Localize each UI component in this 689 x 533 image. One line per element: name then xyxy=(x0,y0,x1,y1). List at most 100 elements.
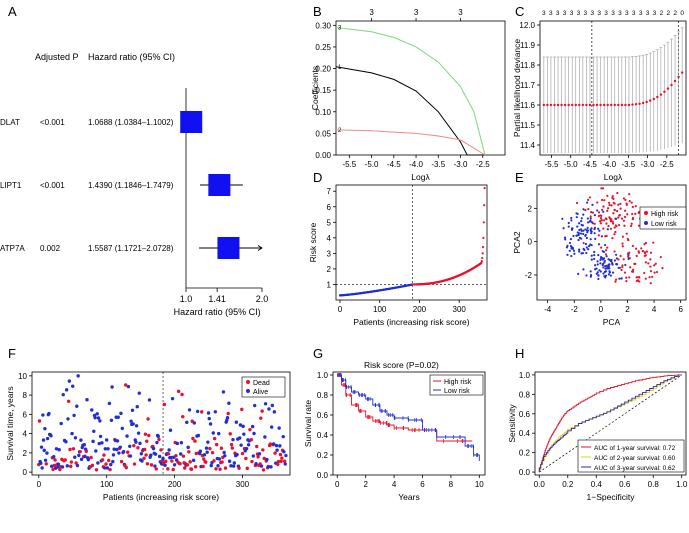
pca-point-high xyxy=(611,222,615,225)
survival-point-dead xyxy=(229,442,234,447)
survival-point-alive xyxy=(49,434,53,438)
pca-legend-label: High risk xyxy=(651,211,679,218)
y-tick-label-C: 11.5 xyxy=(520,121,536,130)
y-tick-label-G: 0.0 xyxy=(317,471,329,480)
survival-point-dead xyxy=(157,437,161,442)
survival-point-alive xyxy=(75,463,80,468)
top-tick-label-C: 0 xyxy=(680,10,684,17)
survival-point-dead xyxy=(174,453,178,458)
y-axis-label-C: Partial likelihood deviance xyxy=(512,39,522,138)
pca-point-high xyxy=(638,276,641,279)
y-tick-label-C: 11.9 xyxy=(520,41,536,50)
survival-point-alive xyxy=(270,403,275,408)
y-tick-label-H: 0.4 xyxy=(519,429,531,438)
survival-point-alive xyxy=(252,403,257,408)
survival-point-dead xyxy=(273,451,277,455)
pca-point-low xyxy=(593,254,596,257)
x-tick-label-F: 0 xyxy=(37,480,42,489)
pca-point-high xyxy=(630,201,633,204)
pca-point-low xyxy=(593,257,596,261)
pca-point-high xyxy=(630,270,634,273)
survival-point-alive xyxy=(167,448,171,452)
forest-gene-label: DLAT xyxy=(0,118,20,127)
pca-point-high xyxy=(625,202,628,205)
survival-point-dead xyxy=(66,399,71,403)
deviance-point xyxy=(556,103,560,107)
forest-p-value: 0.002 xyxy=(40,244,61,253)
survival-point-alive xyxy=(56,465,60,469)
pca-point-low xyxy=(566,253,569,256)
y-tick-label-D: 5 xyxy=(327,218,332,227)
survival-legend-label: Alive xyxy=(253,389,268,396)
survival-point-alive xyxy=(272,410,277,414)
x-tick-label-F: 300 xyxy=(236,480,250,489)
survival-point-alive xyxy=(57,448,61,452)
pca-point-low xyxy=(584,242,588,246)
plot-frame-G xyxy=(332,371,486,476)
survival-point-dead xyxy=(51,467,55,472)
pca-point-high xyxy=(590,211,593,214)
pca-point-low xyxy=(598,269,601,272)
deviance-point xyxy=(578,103,581,107)
x-tick-label-D: 300 xyxy=(453,305,467,314)
pca-point-low xyxy=(607,265,610,268)
survival-point-alive xyxy=(192,421,196,425)
survival-point-alive xyxy=(196,433,201,438)
survival-point-alive xyxy=(39,445,44,449)
x-tick-label-E: -2 xyxy=(571,305,579,314)
pca-point-high xyxy=(604,253,608,256)
pca-point-low xyxy=(600,257,603,260)
km-legend-label: Low risk xyxy=(444,388,470,395)
survival-point-dead xyxy=(119,459,124,464)
survival-point-dead xyxy=(200,410,204,414)
pca-point-high xyxy=(622,219,625,222)
y-tick-label-D: 7 xyxy=(327,187,332,196)
deviance-point xyxy=(613,103,616,107)
survival-point-dead xyxy=(223,466,228,470)
roc-legend-box xyxy=(577,439,685,473)
pca-point-low xyxy=(580,220,583,223)
top-tick-label-C: 3 xyxy=(604,10,608,17)
pca-point-high xyxy=(613,233,616,236)
pca-point-low xyxy=(603,275,606,278)
pca-point-high xyxy=(631,205,634,208)
pca-point-low xyxy=(589,273,593,277)
survival-point-alive xyxy=(128,454,133,458)
pca-point-high xyxy=(628,276,631,279)
survival-point-alive xyxy=(239,443,243,447)
survival-point-alive xyxy=(75,404,79,408)
y-tick-label-F: 2 xyxy=(23,449,28,458)
forest-p-value: <0.001 xyxy=(40,118,65,127)
survival-point-alive xyxy=(102,466,107,470)
pca-point-high xyxy=(599,217,602,220)
pca-point-low xyxy=(607,273,611,276)
pca-point-low xyxy=(568,249,571,252)
survival-point-dead xyxy=(181,454,186,458)
y-tick-label-H: 0.8 xyxy=(519,390,531,399)
pca-point-high xyxy=(602,227,605,230)
deviance-point xyxy=(634,103,638,106)
survival-point-dead xyxy=(145,462,150,466)
top-tick-label-C: 3 xyxy=(570,10,574,17)
y-tick-label-H: 1.0 xyxy=(519,371,531,380)
survival-point-alive xyxy=(259,464,264,468)
survival-point-alive xyxy=(95,412,99,416)
forest-hr-text: 1.4390 (1.1846–1.7479) xyxy=(88,181,174,190)
y-axis-label-D: Risk score xyxy=(308,222,318,262)
pca-point-high xyxy=(641,250,644,253)
y-tick-label-B: 0.10 xyxy=(315,108,331,117)
survival-point-alive xyxy=(125,434,129,438)
x-tick-label-B: -4.5 xyxy=(387,160,401,169)
coefficient-path-label: 2 xyxy=(338,128,342,134)
survival-point-alive xyxy=(65,464,70,468)
survival-point-dead xyxy=(201,464,205,469)
survival-point-alive xyxy=(136,431,141,435)
pca-point-high xyxy=(588,196,591,199)
top-tick-label-C: 3 xyxy=(577,10,581,17)
panel-label-G: G xyxy=(313,346,323,361)
survival-point-alive xyxy=(126,384,131,389)
deviance-point xyxy=(563,103,567,107)
survival-point-alive xyxy=(250,424,255,429)
pca-point-high xyxy=(653,271,656,274)
pca-point-high xyxy=(630,224,633,228)
